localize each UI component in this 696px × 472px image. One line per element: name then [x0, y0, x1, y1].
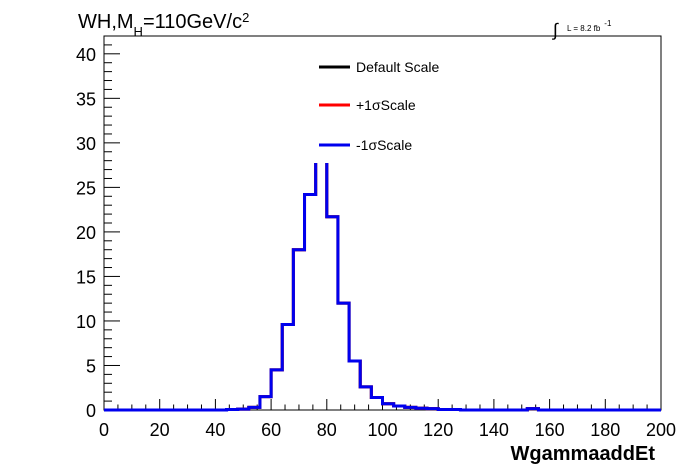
y-tick-label: 10 — [76, 312, 96, 332]
luminosity-label: L = 8.2 fb-1 — [567, 19, 612, 33]
x-tick-label: 60 — [261, 420, 281, 440]
series-layer — [104, 145, 661, 412]
x-tick-label: 0 — [99, 420, 109, 440]
legend-label: +1σScale — [356, 97, 416, 113]
y-tick-label: 5 — [86, 356, 96, 376]
y-tick-label: 30 — [76, 134, 96, 154]
x-tick-label: 140 — [479, 420, 509, 440]
title-prefix: WH,M — [78, 11, 134, 33]
x-tick-label: 80 — [317, 420, 337, 440]
x-tick-label: 160 — [535, 420, 565, 440]
legend-label: Default Scale — [356, 59, 439, 75]
luminosity-text: L = 8.2 fb — [567, 24, 601, 33]
y-tick-label: 0 — [86, 401, 96, 421]
integral-symbol: ∫ — [551, 20, 559, 40]
x-axis-label: WgammaaddEt — [511, 443, 656, 465]
x-tick-label: 120 — [423, 420, 453, 440]
x-tick-label: 200 — [646, 420, 676, 440]
x-tick-label: 40 — [205, 420, 225, 440]
legend: Default Scale +1σScale -1σScale — [312, 55, 462, 163]
x-tick-label: 100 — [367, 420, 397, 440]
y-tick-label: 40 — [76, 45, 96, 65]
y-tick-label: 20 — [76, 223, 96, 243]
title-superscript: 2 — [242, 10, 249, 25]
luminosity-superscript: -1 — [604, 19, 612, 28]
title-suffix: =110GeV/c — [143, 11, 242, 33]
y-tick-label: 15 — [76, 267, 96, 287]
x-tick-label: 20 — [150, 420, 170, 440]
y-tick-label: 25 — [76, 178, 96, 198]
series-line-1 — [104, 145, 661, 412]
chart-title: WH,MH=110GeV/c2 — [78, 10, 249, 39]
series-line-0 — [104, 145, 661, 412]
legend-label: -1σScale — [356, 137, 412, 153]
axes: 0 20 40 60 80 100 120 140 160 180 200 0 5 10 15 20 25 30 3… — [76, 35, 676, 440]
x-tick-label: 180 — [590, 420, 620, 440]
series-line-2 — [104, 145, 661, 412]
y-tick-label: 35 — [76, 89, 96, 109]
title-subscript: H — [134, 24, 143, 39]
